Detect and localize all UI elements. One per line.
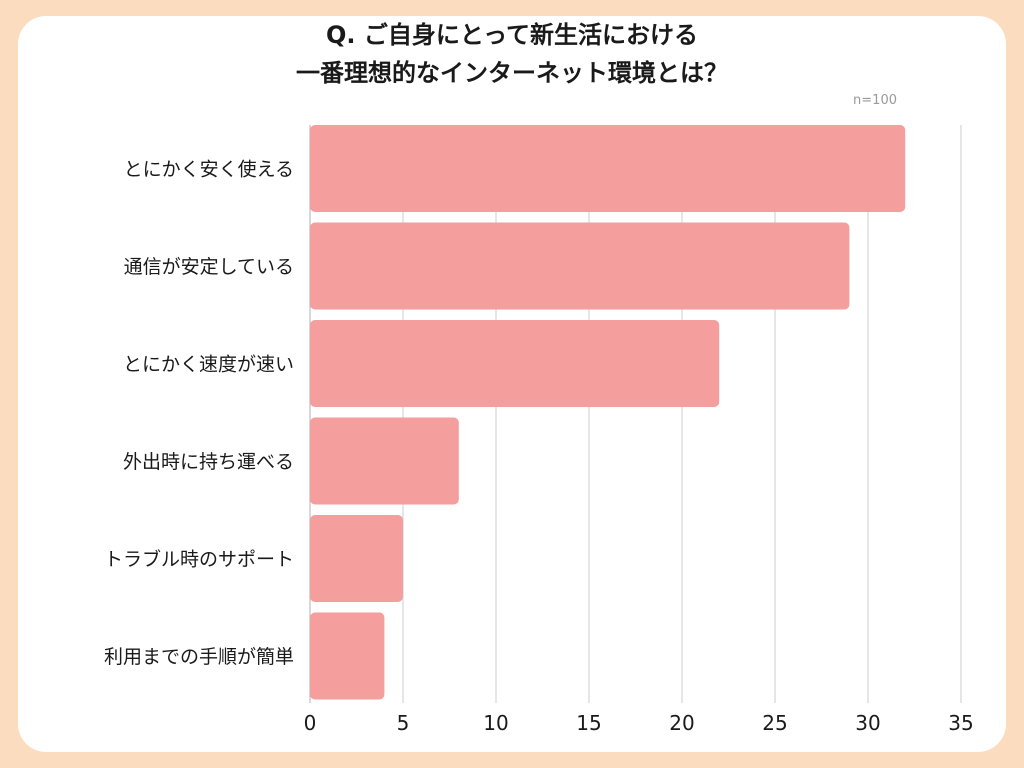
bars (310, 125, 906, 700)
bar (310, 515, 403, 602)
chart-title-line-2: 一番理想的なインターネット環境とは？ (296, 59, 728, 87)
chart-title-line-1: Q. ご自身にとって新生活における (326, 21, 698, 49)
x-tick-label: 30 (855, 711, 880, 735)
x-tick-label: 20 (669, 711, 694, 735)
x-axis-ticks: 0 5 10 15 20 25 30 35 (304, 711, 974, 735)
x-tick-label: 25 (762, 711, 787, 735)
bar (310, 612, 385, 700)
x-tick-label: 5 (397, 711, 410, 735)
bar (310, 125, 906, 212)
category-labels: とにかく安く使える通信が安定しているとにかく速度が速い外出時に持ち運べるトラブル… (104, 159, 294, 669)
bar (310, 320, 720, 407)
x-tick-label: 0 (304, 711, 317, 735)
bar (310, 222, 850, 310)
x-tick-label: 10 (483, 711, 508, 735)
category-label: トラブル時のサポート (104, 548, 294, 571)
x-tick-label: 35 (948, 711, 973, 735)
category-label: 通信が安定している (124, 256, 294, 278)
gridlines (309, 125, 962, 703)
category-label: とにかく速度が速い (123, 354, 294, 376)
category-label: とにかく安く使える (124, 159, 294, 181)
sample-size-note: n=100 (853, 93, 897, 108)
bar (310, 417, 459, 505)
x-tick-label: 15 (576, 711, 601, 735)
category-label: 利用までの手順が簡単 (104, 646, 294, 668)
chart-title: Q. ご自身にとって新生活における 一番理想的なインターネット環境とは？ (0, 16, 1024, 92)
category-label: 外出時に持ち運べる (123, 451, 294, 473)
